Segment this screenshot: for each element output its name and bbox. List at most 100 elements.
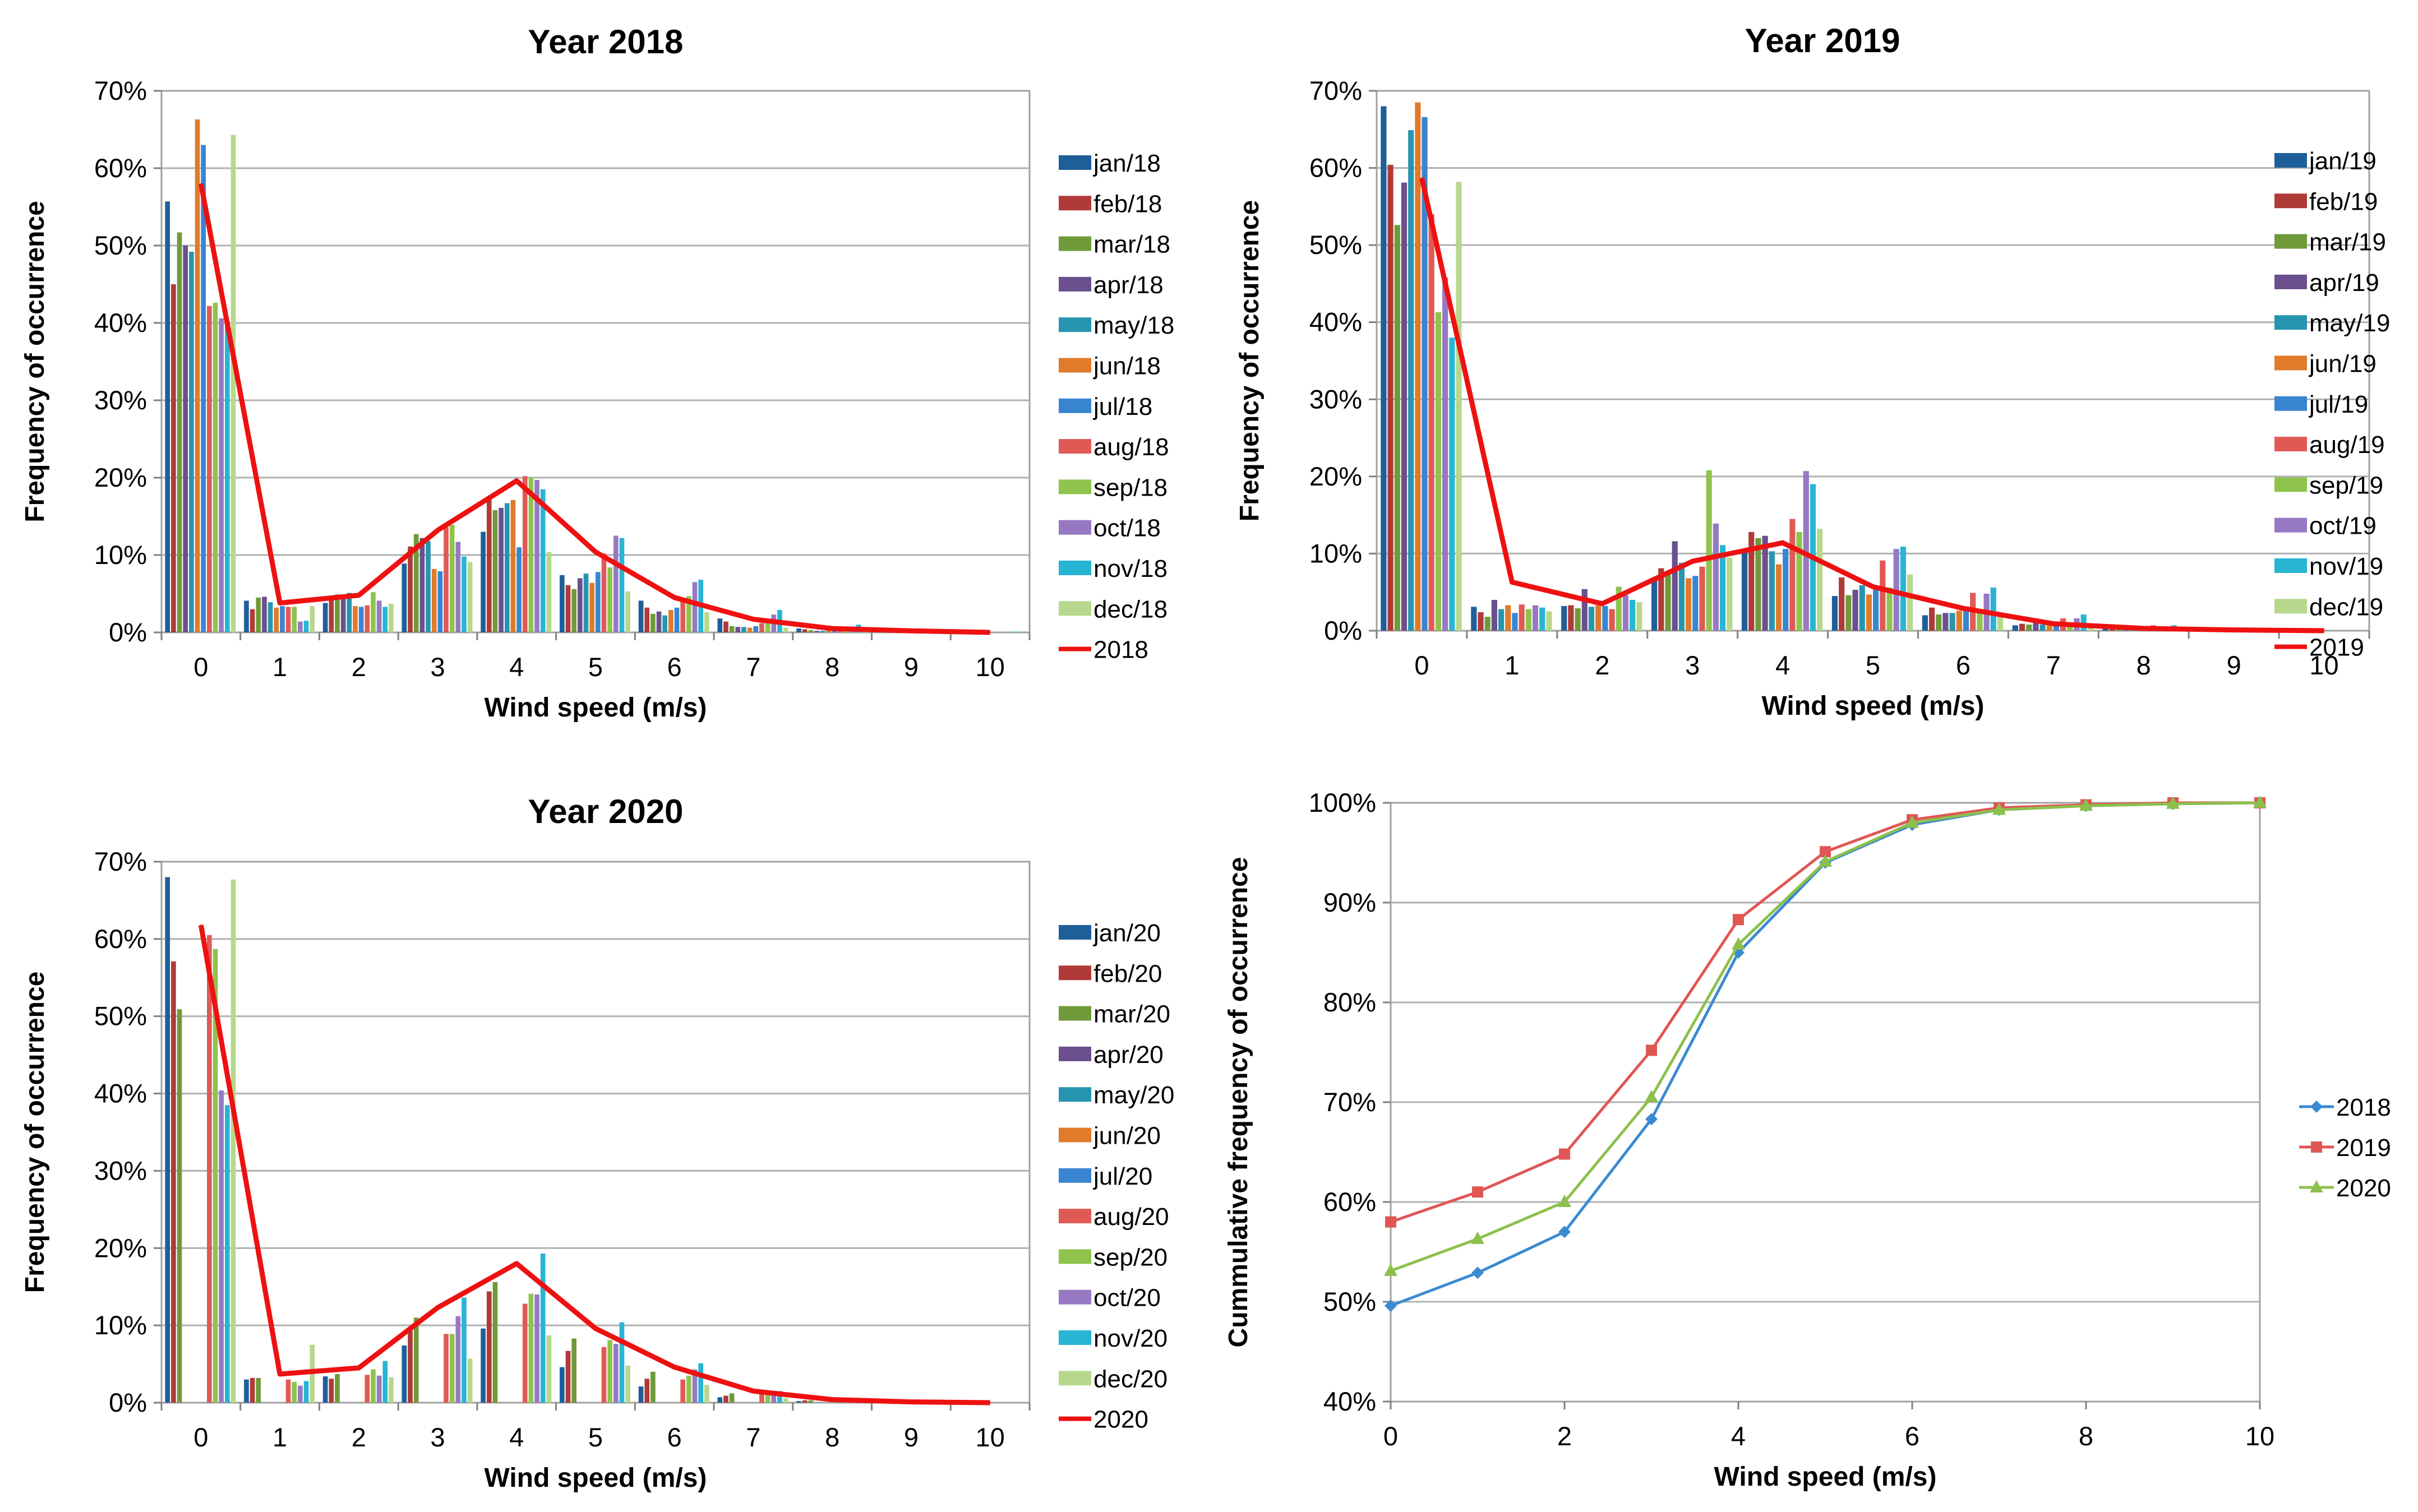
y-axis-label: Frequency of occurrence bbox=[20, 201, 50, 523]
x-tick-label: 8 bbox=[825, 1422, 839, 1452]
bar-jan/19-0 bbox=[1381, 106, 1387, 631]
cum-point-2018-2 bbox=[1558, 1226, 1571, 1238]
bar-nov/18-4 bbox=[540, 489, 546, 632]
bar-may/18-6 bbox=[662, 615, 668, 632]
bar-jan/20-0 bbox=[165, 877, 170, 1403]
bar-sep/19-1 bbox=[1525, 609, 1531, 631]
bar-feb/19-3 bbox=[1658, 568, 1664, 631]
y-tick-label: 0% bbox=[109, 617, 147, 647]
bar-jul/19-6 bbox=[1963, 609, 1969, 631]
legend-swatch-may/18 bbox=[1059, 317, 1091, 332]
bar-jul/18-0 bbox=[201, 145, 206, 633]
bar-jun/19-2 bbox=[1595, 605, 1602, 631]
legend-label-2020: 2020 bbox=[2336, 1175, 2391, 1202]
avg-point-2019-4 bbox=[1782, 542, 1784, 544]
bar-feb/19-6 bbox=[1928, 607, 1935, 631]
bar-aug/18-0 bbox=[207, 306, 212, 632]
legend-label-dec/18: dec/18 bbox=[1093, 595, 1168, 623]
legend-swatch-oct/19 bbox=[2274, 517, 2307, 533]
y-tick-label: 70% bbox=[1309, 76, 1362, 105]
bar-jan/20-8 bbox=[796, 1401, 801, 1403]
x-tick-label: 7 bbox=[746, 652, 760, 682]
x-tick-label: 8 bbox=[825, 652, 839, 682]
y-tick-label: 40% bbox=[94, 1079, 147, 1108]
avg-point-2020-9 bbox=[910, 1401, 912, 1403]
bar-sep/19-2 bbox=[1616, 586, 1622, 631]
bar-dec/19-3 bbox=[1727, 557, 1733, 631]
bar-nov/20-5 bbox=[619, 1322, 625, 1403]
bar-oct/18-3 bbox=[455, 542, 461, 632]
legend-marker-2020 bbox=[2310, 1180, 2323, 1192]
legend-swatch-jan/19 bbox=[2274, 153, 2307, 168]
bar-mar/19-0 bbox=[1394, 225, 1400, 631]
bar-mar/19-2 bbox=[1575, 608, 1581, 631]
cum-point-2020-8 bbox=[2079, 798, 2093, 811]
y-tick-label: 20% bbox=[94, 463, 147, 492]
bar-dec/20-0 bbox=[230, 879, 236, 1403]
bar-mar/20-5 bbox=[571, 1338, 577, 1403]
avg-point-2020-4 bbox=[516, 1263, 518, 1264]
y-tick-label: 50% bbox=[1323, 1287, 1376, 1316]
x-tick-label: 8 bbox=[2079, 1421, 2093, 1451]
bar-oct/20-6 bbox=[692, 1369, 698, 1403]
bar-jul/19-3 bbox=[1692, 576, 1699, 631]
bar-apr/18-5 bbox=[578, 578, 583, 632]
bar-dec/19-5 bbox=[1907, 574, 1913, 631]
bar-sep/18-4 bbox=[528, 478, 534, 632]
bar-jun/18-2 bbox=[353, 606, 358, 632]
bar-feb/20-1 bbox=[250, 1377, 255, 1403]
legend-label-may/19: may/19 bbox=[2309, 309, 2390, 337]
avg-point-2019-6 bbox=[1962, 608, 1964, 609]
bar-jan/18-8 bbox=[796, 628, 801, 632]
bar-jan/18-1 bbox=[244, 600, 249, 632]
bar-dec/18-2 bbox=[389, 603, 394, 632]
legend-swatch-jun/19 bbox=[2274, 355, 2307, 371]
bar-nov/19-5 bbox=[1900, 547, 1906, 631]
legend-label-jun/19: jun/19 bbox=[2308, 350, 2377, 378]
bar-jun/19-3 bbox=[1685, 578, 1692, 631]
legend-swatch-sep/18 bbox=[1059, 479, 1091, 494]
bar-mar/20-0 bbox=[177, 1009, 182, 1403]
x-axis-label: Wind speed (m/s) bbox=[484, 693, 707, 723]
bar-jan/18-3 bbox=[402, 563, 407, 632]
legend-marker-2019 bbox=[2311, 1141, 2322, 1153]
bar-jan/20-2 bbox=[322, 1376, 328, 1403]
bar-nov/18-5 bbox=[619, 538, 625, 632]
bar-sep/20-5 bbox=[607, 1340, 612, 1403]
bar-dec/18-1 bbox=[310, 606, 315, 632]
legend-label-sep/20: sep/20 bbox=[1093, 1243, 1168, 1271]
bar-feb/19-5 bbox=[1839, 577, 1845, 631]
legend: jan/19 feb/19 mar/19 apr/19 may/19 jun/19 jul/… bbox=[2274, 147, 2390, 662]
x-tick-label: 5 bbox=[588, 1422, 603, 1452]
legend-swatch-dec/19 bbox=[2274, 599, 2307, 614]
bar-jan/18-6 bbox=[638, 600, 644, 632]
bar-oct/18-2 bbox=[376, 600, 382, 632]
bar-dec/18-7 bbox=[783, 627, 788, 632]
plot-area bbox=[160, 90, 1031, 634]
bar-dec/20-3 bbox=[467, 1358, 473, 1403]
legend-label-jan/19: jan/19 bbox=[2308, 147, 2377, 175]
legend-label-feb/19: feb/19 bbox=[2309, 188, 2378, 215]
cum-point-2020-0 bbox=[1384, 1263, 1397, 1276]
bar-dec/20-6 bbox=[704, 1385, 709, 1403]
legend-label-dec/20: dec/20 bbox=[1093, 1365, 1168, 1393]
bar-chart-2018: 0% 10% 20% 30% 40% 50% 60% 70% 0 1 2 3 4 5 6 7 8 9 10 Year … bbox=[20, 23, 1174, 723]
bar-mar/20-2 bbox=[335, 1374, 340, 1403]
bar-nov/19-2 bbox=[1630, 599, 1636, 631]
legend-label-jun/20: jun/20 bbox=[1092, 1122, 1161, 1150]
bar-may/18-2 bbox=[347, 593, 352, 632]
bar-sep/19-0 bbox=[1435, 312, 1442, 631]
bar-jul/19-4 bbox=[1783, 549, 1789, 631]
legend-marker-2018 bbox=[2310, 1101, 2323, 1113]
legend-label-jan/20: jan/20 bbox=[1092, 919, 1161, 947]
legend: 2018 2019 2020 bbox=[2299, 1094, 2391, 1202]
avg-point-2018-2 bbox=[358, 594, 359, 596]
x-axis-label: Wind speed (m/s) bbox=[484, 1463, 707, 1493]
x-tick-label: 8 bbox=[2136, 650, 2151, 680]
bar-nov/18-0 bbox=[225, 321, 230, 632]
bar-jun/19-7 bbox=[2046, 625, 2052, 631]
avg-point-2019-8 bbox=[2143, 627, 2144, 629]
legend-label-feb/18: feb/18 bbox=[1093, 190, 1162, 218]
bar-mar/18-2 bbox=[335, 594, 340, 632]
